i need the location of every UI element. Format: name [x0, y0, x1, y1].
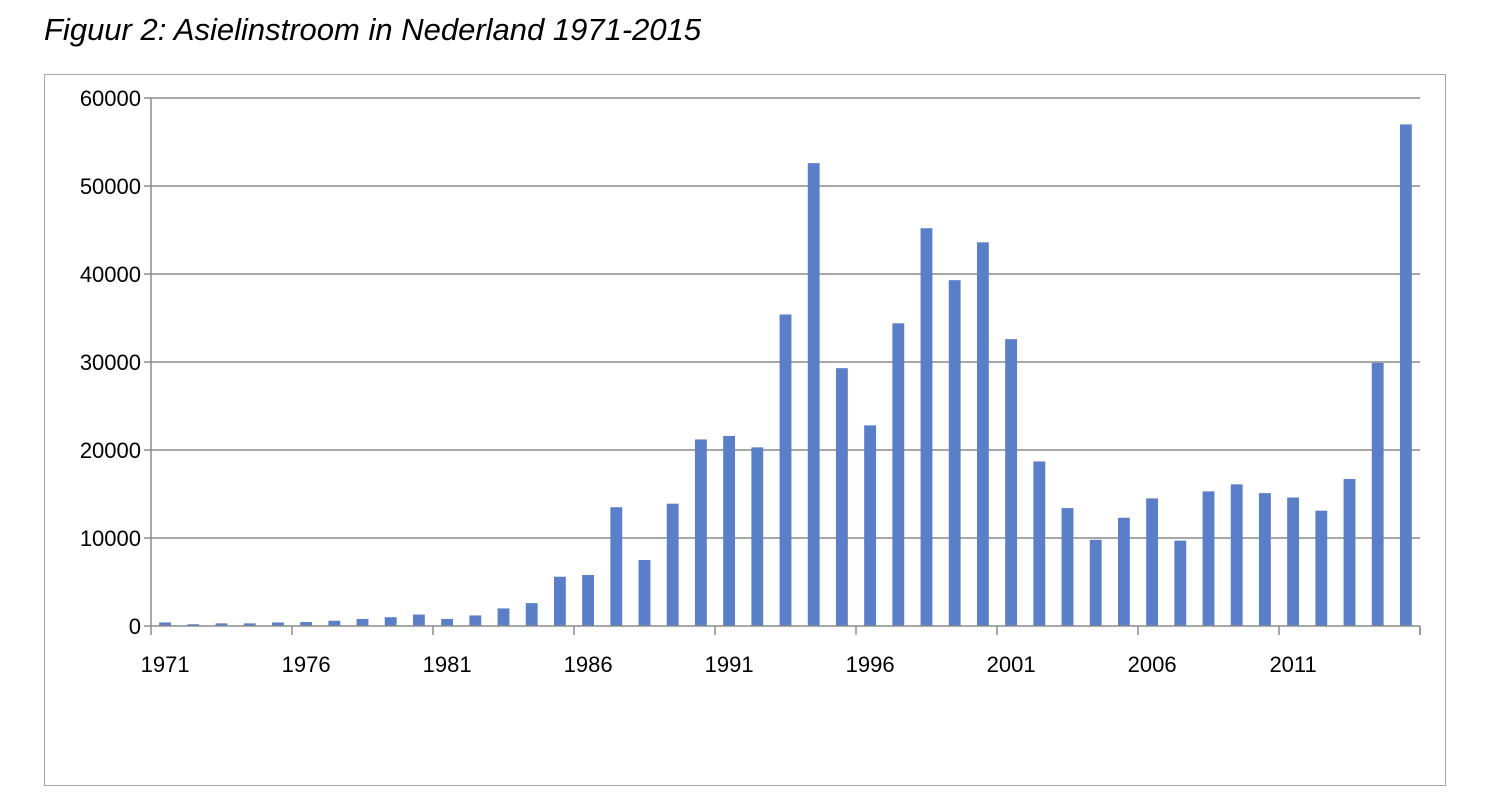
x-tick-label: 2006 — [1128, 652, 1177, 677]
bar-1997 — [892, 323, 905, 626]
y-tick-label: 40000 — [80, 262, 141, 287]
bar-1980 — [412, 614, 425, 626]
y-tick-label: 0 — [129, 614, 141, 639]
bar-1992 — [751, 447, 764, 626]
bar-2007 — [1174, 540, 1187, 626]
bar-2003 — [1061, 508, 1074, 626]
bar-1990 — [694, 439, 707, 626]
bar-2005 — [1117, 517, 1130, 626]
x-tick-label: 1976 — [282, 652, 331, 677]
bar-chart: 0 10000 20000 30000 40000 50000 60000 1971 1976 1… — [80, 86, 1421, 677]
bar-1987 — [610, 507, 623, 626]
x-tick-label: 2001 — [987, 652, 1036, 677]
y-tick-label: 20000 — [80, 438, 141, 463]
bar-1984 — [525, 603, 538, 626]
bar-1998 — [920, 228, 933, 627]
bar-2011 — [1287, 497, 1300, 626]
bar-1994 — [807, 163, 820, 626]
bar-1979 — [384, 617, 397, 626]
bar-1978 — [356, 618, 369, 626]
bar-2006 — [1146, 498, 1159, 626]
bar-1972 — [187, 624, 200, 626]
x-tick-label: 1996 — [846, 652, 895, 677]
figure-title: Figuur 2: Asielinstroom in Nederland 197… — [44, 12, 702, 47]
bar-1981 — [441, 618, 454, 626]
bar-1983 — [497, 608, 510, 626]
axes — [144, 97, 1421, 635]
bar-2015 — [1399, 124, 1412, 627]
bar-1991 — [723, 435, 736, 626]
tick-labels: 0 10000 20000 30000 40000 50000 60000 1971 1976 1… — [80, 86, 1317, 677]
bar-2002 — [1033, 461, 1046, 626]
bar-1988 — [638, 560, 651, 626]
chart-frame: 0 10000 20000 30000 40000 50000 60000 1971 1976 1… — [44, 74, 1446, 786]
bar-1995 — [835, 368, 848, 626]
y-tick-label: 60000 — [80, 86, 141, 111]
bar-1976 — [300, 622, 313, 626]
bar-1993 — [779, 314, 792, 626]
bar-2010 — [1258, 493, 1271, 626]
bar-2014 — [1371, 362, 1384, 626]
bar-1996 — [864, 425, 877, 626]
bar-1974 — [243, 623, 256, 626]
bar-2009 — [1230, 484, 1243, 626]
bar-1977 — [328, 620, 341, 626]
bar-1986 — [582, 574, 595, 626]
bar-1985 — [553, 576, 566, 626]
bar-2004 — [1089, 539, 1102, 626]
x-tick-label: 1986 — [564, 652, 613, 677]
bar-2001 — [1005, 339, 1018, 626]
bar-2000 — [976, 242, 989, 626]
x-tick-label: 1991 — [705, 652, 754, 677]
bar-1989 — [666, 503, 679, 626]
bar-1999 — [948, 280, 961, 626]
x-tick-label: 1971 — [141, 652, 190, 677]
bar-2012 — [1315, 510, 1328, 626]
y-tick-label: 10000 — [80, 526, 141, 551]
bar-2008 — [1202, 491, 1215, 626]
y-tick-label: 50000 — [80, 174, 141, 199]
x-tick-label: 1981 — [423, 652, 472, 677]
bar-1982 — [469, 615, 482, 626]
x-tick-label: 2011 — [1269, 652, 1316, 677]
bars — [159, 124, 1412, 627]
bar-1971 — [159, 622, 172, 626]
bar-1975 — [271, 622, 284, 626]
bar-2013 — [1343, 479, 1356, 626]
y-tick-label: 30000 — [80, 350, 141, 375]
bar-1973 — [215, 623, 228, 626]
